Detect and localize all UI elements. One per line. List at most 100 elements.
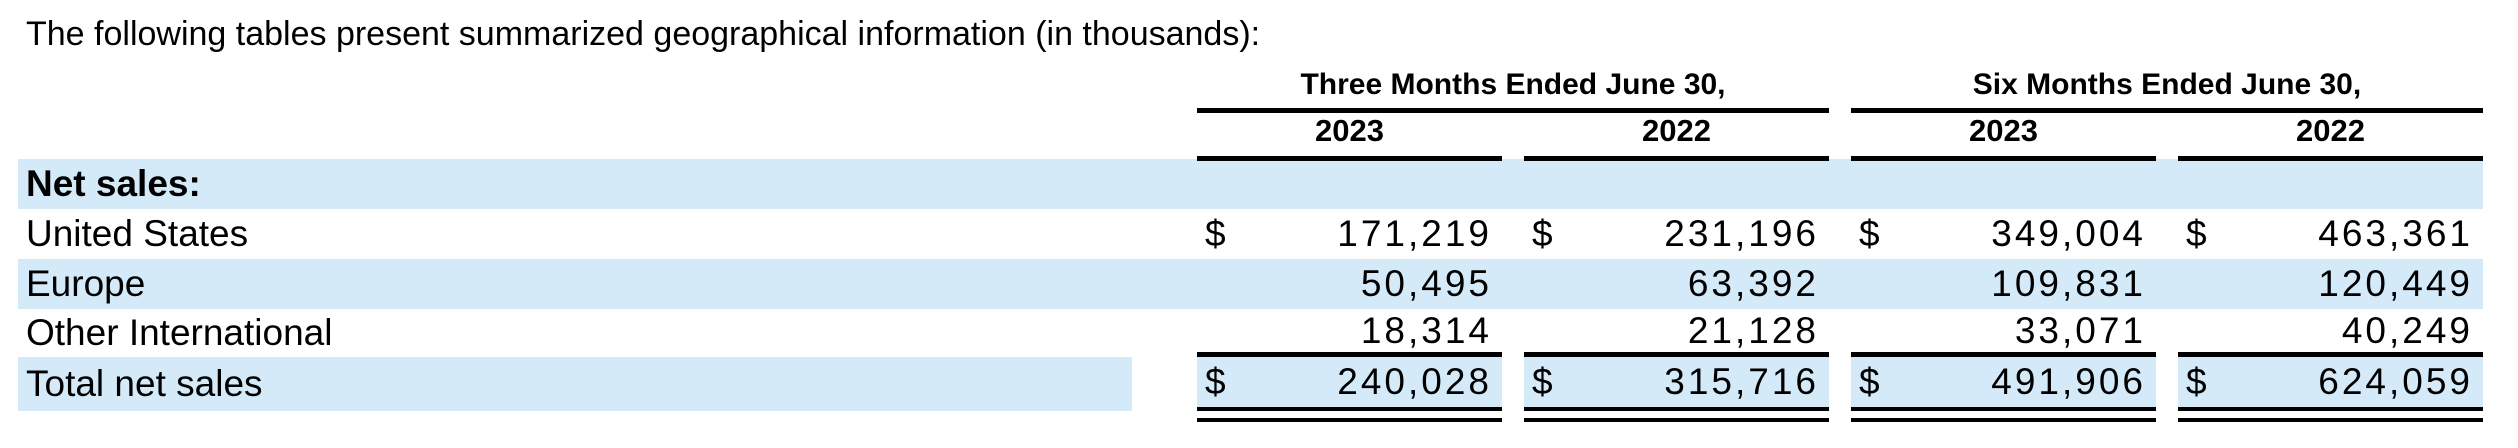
empty-label-cell — [18, 411, 1132, 422]
column-gap — [1829, 411, 1851, 422]
value-cell — [1851, 159, 2156, 209]
value-cell: 33,071 — [1851, 309, 2156, 357]
column-gap — [1502, 309, 1524, 357]
empty-label-cell — [18, 60, 1132, 113]
value-cell: 18,314 — [1197, 309, 1502, 357]
value-text: 463,361 — [2318, 213, 2473, 254]
year-header-3m-2023: 2023 — [1197, 113, 1502, 161]
pad-column — [1132, 309, 1197, 357]
column-gap — [1829, 159, 1851, 209]
value-text: 240,028 — [1337, 361, 1492, 402]
value-cell: 120,449 — [2178, 259, 2483, 309]
column-gap — [1829, 209, 1851, 259]
column-gap — [2156, 113, 2178, 161]
year-header-6m-2022: 2022 — [2178, 113, 2483, 161]
value-cell: $231,196 — [1524, 209, 1829, 259]
double-rule — [2178, 411, 2483, 422]
column-gap — [1829, 113, 1851, 161]
section-header-label: Net sales: — [26, 163, 201, 204]
group-header-three-months: Three Months Ended June 30, — [1197, 60, 1829, 113]
column-gap — [1829, 259, 1851, 309]
value-cell: 21,128 — [1524, 309, 1829, 357]
value-cell: $240,028 — [1197, 357, 1502, 411]
row-label: Other International — [26, 312, 333, 353]
empty-label-cell — [18, 113, 1132, 161]
value-cell — [1197, 159, 1502, 209]
table-row-other-international: Other International 18,314 21,128 33,071… — [18, 309, 2483, 357]
pad-column — [1132, 259, 1197, 309]
row-label: Europe — [26, 263, 146, 304]
pad-column — [1132, 209, 1197, 259]
column-gap — [2156, 209, 2178, 259]
column-gap — [1829, 60, 1851, 113]
dollar-sign: $ — [2186, 361, 2207, 402]
geographic-sales-table: Three Months Ended June 30, Six Months E… — [18, 60, 2483, 422]
value-text: 120,449 — [2318, 263, 2473, 304]
value-cell: $171,219 — [1197, 209, 1502, 259]
row-label: Total net sales — [18, 357, 1132, 411]
value-cell — [2178, 159, 2483, 209]
pad-column — [1132, 113, 1197, 161]
dollar-sign: $ — [1532, 213, 1553, 254]
value-text: 50,495 — [1360, 263, 1492, 304]
year-header-3m-2022: 2022 — [1524, 113, 1829, 161]
value-text: 349,004 — [1991, 213, 2146, 254]
value-cell: 50,495 — [1197, 259, 1502, 309]
value-cell: $624,059 — [2178, 357, 2483, 411]
value-cell: 109,831 — [1851, 259, 2156, 309]
column-gap — [2156, 309, 2178, 357]
value-text: 171,219 — [1337, 213, 1492, 254]
value-text: 231,196 — [1664, 213, 1819, 254]
column-gap — [1502, 159, 1524, 209]
value-cell: $349,004 — [1851, 209, 2156, 259]
value-cell: 40,249 — [2178, 309, 2483, 357]
row-label: United States — [26, 213, 249, 254]
value-cell: 63,392 — [1524, 259, 1829, 309]
table-row-united-states: United States $171,219 $231,196 $349,004… — [18, 209, 2483, 259]
column-gap — [2156, 411, 2178, 422]
double-rule-row — [18, 411, 2483, 422]
column-gap — [2156, 159, 2178, 209]
column-gap — [1502, 209, 1524, 259]
value-text: 18,314 — [1360, 309, 1492, 351]
value-cell: $491,906 — [1851, 357, 2156, 411]
section-header-row: Net sales: — [18, 159, 2483, 209]
year-header-row: 2023 2022 2023 2022 — [18, 113, 2483, 161]
column-gap — [2156, 357, 2178, 411]
double-rule — [1524, 411, 1829, 422]
pad-column — [1132, 357, 1197, 411]
value-cell — [1524, 159, 1829, 209]
column-gap — [1502, 259, 1524, 309]
dollar-sign: $ — [1205, 213, 1226, 254]
value-text: 315,716 — [1664, 361, 1819, 402]
pad-column — [1132, 159, 1197, 209]
intro-text: The following tables present summarized … — [26, 15, 1261, 53]
value-cell: $315,716 — [1524, 357, 1829, 411]
value-cell: $463,361 — [2178, 209, 2483, 259]
dollar-sign: $ — [1859, 361, 1880, 402]
double-rule — [1851, 411, 2156, 422]
double-rule — [1197, 411, 1502, 422]
table-row-total-net-sales: Total net sales $240,028 $315,716 $491,9… — [18, 357, 2483, 411]
column-gap — [2156, 259, 2178, 309]
value-text: 109,831 — [1991, 263, 2146, 304]
value-text: 21,128 — [1687, 309, 1819, 351]
value-text: 40,249 — [2341, 309, 2473, 351]
column-gap — [1502, 357, 1524, 411]
group-header-six-months: Six Months Ended June 30, — [1851, 60, 2483, 113]
column-gap — [1829, 309, 1851, 357]
value-text: 63,392 — [1687, 263, 1819, 304]
value-text: 33,071 — [2014, 309, 2146, 351]
column-gap — [1502, 411, 1524, 422]
pad-column — [1132, 60, 1197, 113]
pad-column — [1132, 411, 1197, 422]
column-gap — [1829, 357, 1851, 411]
dollar-sign: $ — [1205, 361, 1226, 402]
value-text: 624,059 — [2318, 361, 2473, 402]
column-gap — [1502, 113, 1524, 161]
dollar-sign: $ — [1532, 361, 1553, 402]
value-text: 491,906 — [1991, 361, 2146, 402]
year-header-6m-2023: 2023 — [1851, 113, 2156, 161]
table-row-europe: Europe 50,495 63,392 109,831 120,449 — [18, 259, 2483, 309]
dollar-sign: $ — [2186, 213, 2207, 254]
